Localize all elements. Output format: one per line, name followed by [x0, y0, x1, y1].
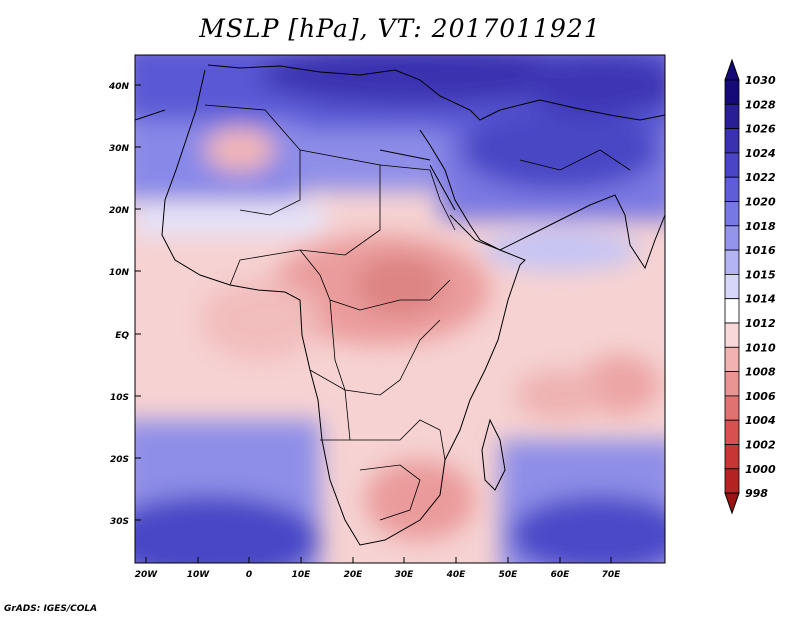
colorbar-swatch: [724, 468, 740, 494]
colorbar-label: 1010: [745, 341, 776, 354]
lon-label: 50E: [499, 570, 519, 580]
lon-label: 40E: [446, 570, 467, 580]
map-frame: [134, 54, 666, 564]
colorbar-top-arrow: [724, 58, 740, 81]
lon-label: 20E: [344, 570, 364, 580]
colorbar-swatch: [724, 128, 740, 154]
colorbar-swatch: [724, 103, 740, 130]
colorbar-swatch: [724, 249, 740, 275]
colorbar-label: 1022: [745, 171, 776, 184]
lat-label: 20S: [110, 455, 129, 465]
colorbar-label: 1026: [745, 123, 776, 136]
lat-label: 10S: [110, 393, 129, 403]
lat-label: 40N: [108, 82, 130, 92]
pressure-field: [135, 55, 665, 563]
colorbar-label: 998: [745, 487, 768, 500]
colorbar-swatch: [724, 395, 740, 421]
colorbar-label: 1002: [745, 439, 776, 452]
colorbar-label: 1012: [745, 317, 776, 330]
coastline: [135, 64, 665, 546]
lat-label: 30S: [110, 517, 129, 527]
colorbar-swatch: [724, 273, 740, 300]
lat-label: 30N: [109, 144, 130, 154]
lon-label: 0: [246, 570, 252, 580]
lat-label: EQ: [115, 331, 129, 341]
colorbar-swatch: [724, 201, 740, 227]
lat-label: 10N: [109, 268, 130, 278]
colorbar-swatch: [724, 79, 740, 105]
lon-label: 20W: [135, 570, 159, 580]
lon-label: 70E: [602, 570, 622, 580]
colorbar-label: 1000: [745, 463, 776, 476]
lon-label: 10W: [187, 570, 211, 580]
colorbar: 1030 1028 1026 1024 1022 1020 1018 1016 1015 1014…: [724, 58, 776, 515]
colorbar-label: 1008: [745, 366, 776, 379]
colorbar-label: 1004: [745, 414, 776, 427]
credit-label: GrADS: IGES/COLA: [4, 604, 98, 614]
colorbar-swatch: [724, 225, 740, 251]
colorbar-swatch: [724, 419, 740, 445]
lon-label: 10E: [292, 570, 312, 580]
colorbar-swatch: [724, 346, 740, 372]
colorbar-label: 1014: [745, 293, 776, 306]
colorbar-label: 1020: [745, 196, 776, 209]
colorbar-label: 1015: [745, 268, 776, 281]
colorbar-label: 1006: [745, 390, 776, 403]
colorbar-label: 1028: [745, 98, 776, 111]
lat-axis: 40N 30N 20N 10N EQ 10S 20S 30S: [108, 82, 141, 527]
colorbar-swatch: [724, 371, 740, 397]
colorbar-label: 1016: [745, 244, 776, 257]
colorbar-swatch: [724, 444, 740, 470]
lon-label: 30E: [395, 570, 415, 580]
colorbar-swatch: [724, 152, 740, 178]
colorbar-swatch: [724, 298, 740, 324]
lon-axis: 20W 10W 0 10E 20E 30E 40E 50E 60E 70E: [135, 557, 621, 580]
colorbar-label: 1018: [745, 220, 776, 233]
colorbar-bottom-arrow: [724, 492, 740, 515]
colorbar-swatch: [724, 322, 740, 348]
lat-label: 20N: [109, 206, 130, 216]
colorbar-label: 1024: [745, 147, 776, 160]
colorbar-label: 1030: [745, 74, 776, 87]
lon-label: 60E: [551, 570, 571, 580]
country-borders: [204, 104, 631, 521]
map-title: MSLP [hPa], VT: 2017011921: [199, 14, 601, 43]
colorbar-swatch: [724, 176, 740, 202]
